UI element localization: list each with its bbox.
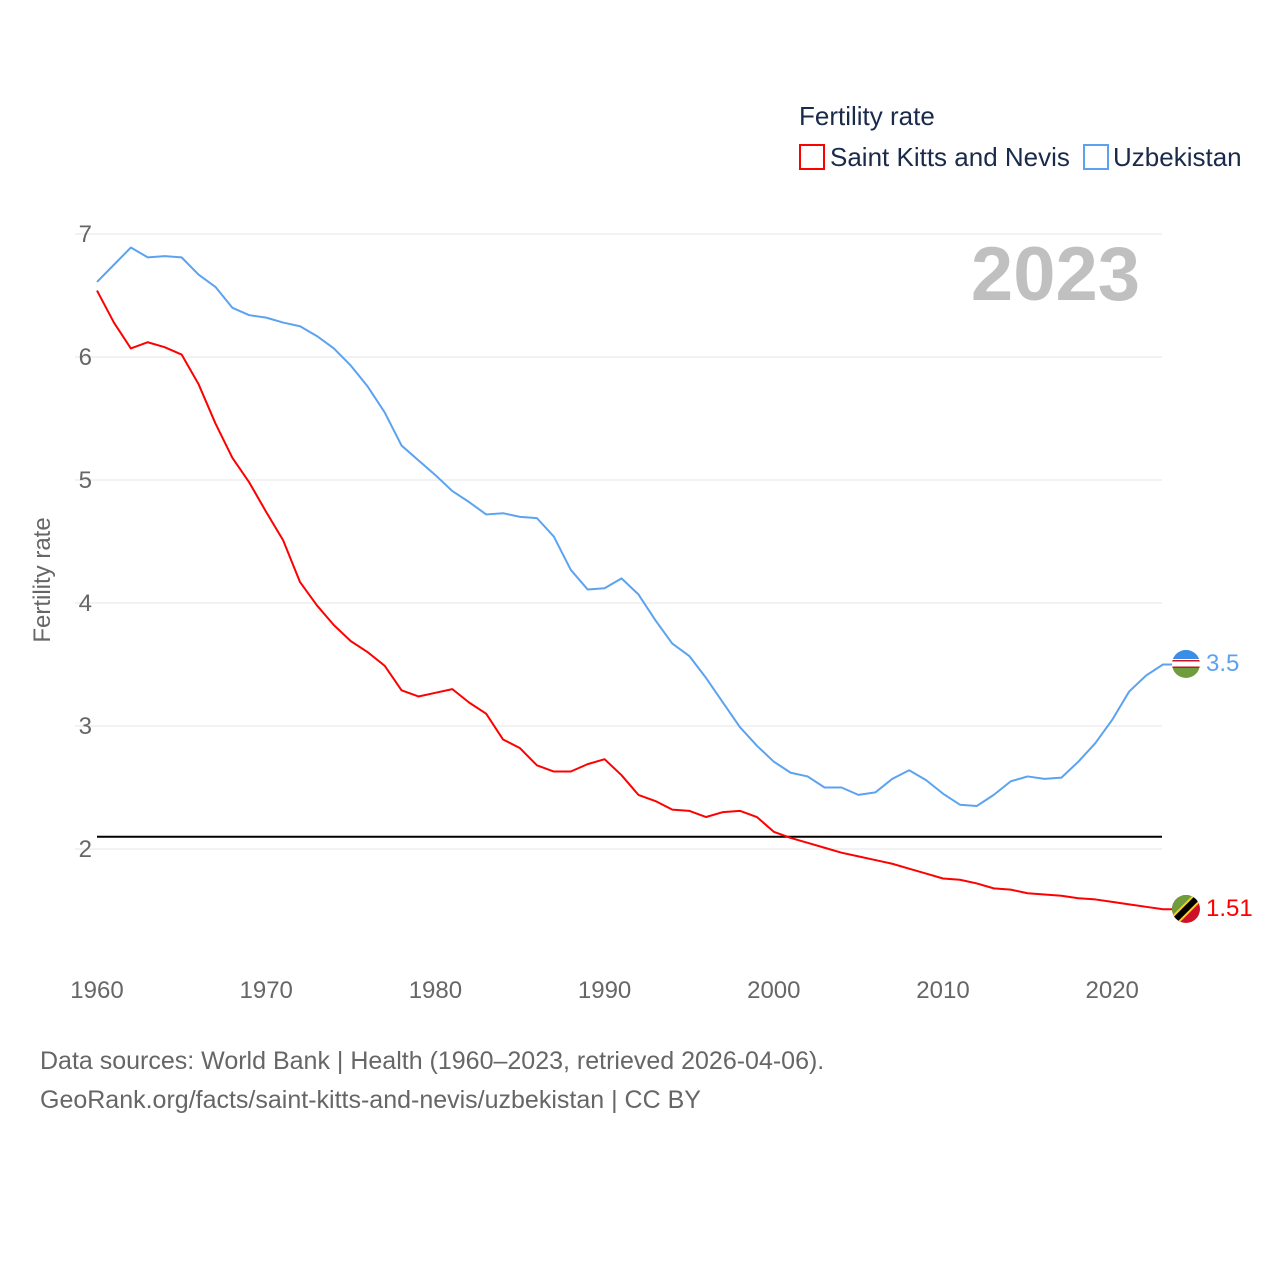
legend-swatch-saint-kitts bbox=[799, 144, 825, 170]
saint-kitts-flag-icon bbox=[1172, 895, 1200, 923]
legend-saint-kitts[interactable]: Saint Kitts and Nevis bbox=[830, 142, 1070, 172]
uzbekistan-flag-icon bbox=[1172, 650, 1200, 678]
y-tick-label: 4 bbox=[79, 590, 92, 617]
source-line-1: Data sources: World Bank | Health (1960–… bbox=[40, 1047, 824, 1075]
y-tick-label: 5 bbox=[79, 467, 92, 494]
y-tick-label: 3 bbox=[79, 713, 92, 740]
y-axis-label: Fertility rate bbox=[29, 517, 56, 642]
legend-uzbekistan[interactable]: Uzbekistan bbox=[1113, 142, 1242, 172]
y-tick-label: 6 bbox=[79, 344, 92, 371]
series-line-uzbekistan bbox=[96, 246, 1172, 807]
x-tick-label: 2000 bbox=[747, 977, 800, 1004]
x-tick-label: 1980 bbox=[409, 977, 462, 1004]
series-line-saint-kitts-and-nevis bbox=[96, 290, 1172, 911]
x-tick-label: 2010 bbox=[916, 977, 969, 1004]
x-tick-label: 2020 bbox=[1086, 977, 1139, 1004]
x-tick-label: 1960 bbox=[70, 977, 123, 1004]
y-axis-ticks: 2 3 4 5 6 7 bbox=[79, 221, 92, 863]
legend-swatch-uzbekistan bbox=[1083, 144, 1109, 170]
y-tick-label: 7 bbox=[79, 221, 92, 248]
x-tick-label: 1970 bbox=[240, 977, 293, 1004]
uzbekistan-end-value: 3.5 bbox=[1206, 650, 1239, 677]
x-tick-label: 1990 bbox=[578, 977, 631, 1004]
x-axis-ticks: 1960 1970 1980 1990 2000 2010 2020 bbox=[70, 977, 1139, 1004]
y-tick-label: 2 bbox=[79, 836, 92, 863]
gridlines bbox=[75, 233, 1162, 850]
year-label: 2023 bbox=[971, 232, 1140, 317]
legend-title: Fertility rate bbox=[799, 101, 935, 131]
saint-kitts-end-value: 1.51 bbox=[1206, 895, 1253, 922]
source-line-2[interactable]: GeoRank.org/facts/saint-kitts-and-nevis/… bbox=[40, 1086, 701, 1114]
